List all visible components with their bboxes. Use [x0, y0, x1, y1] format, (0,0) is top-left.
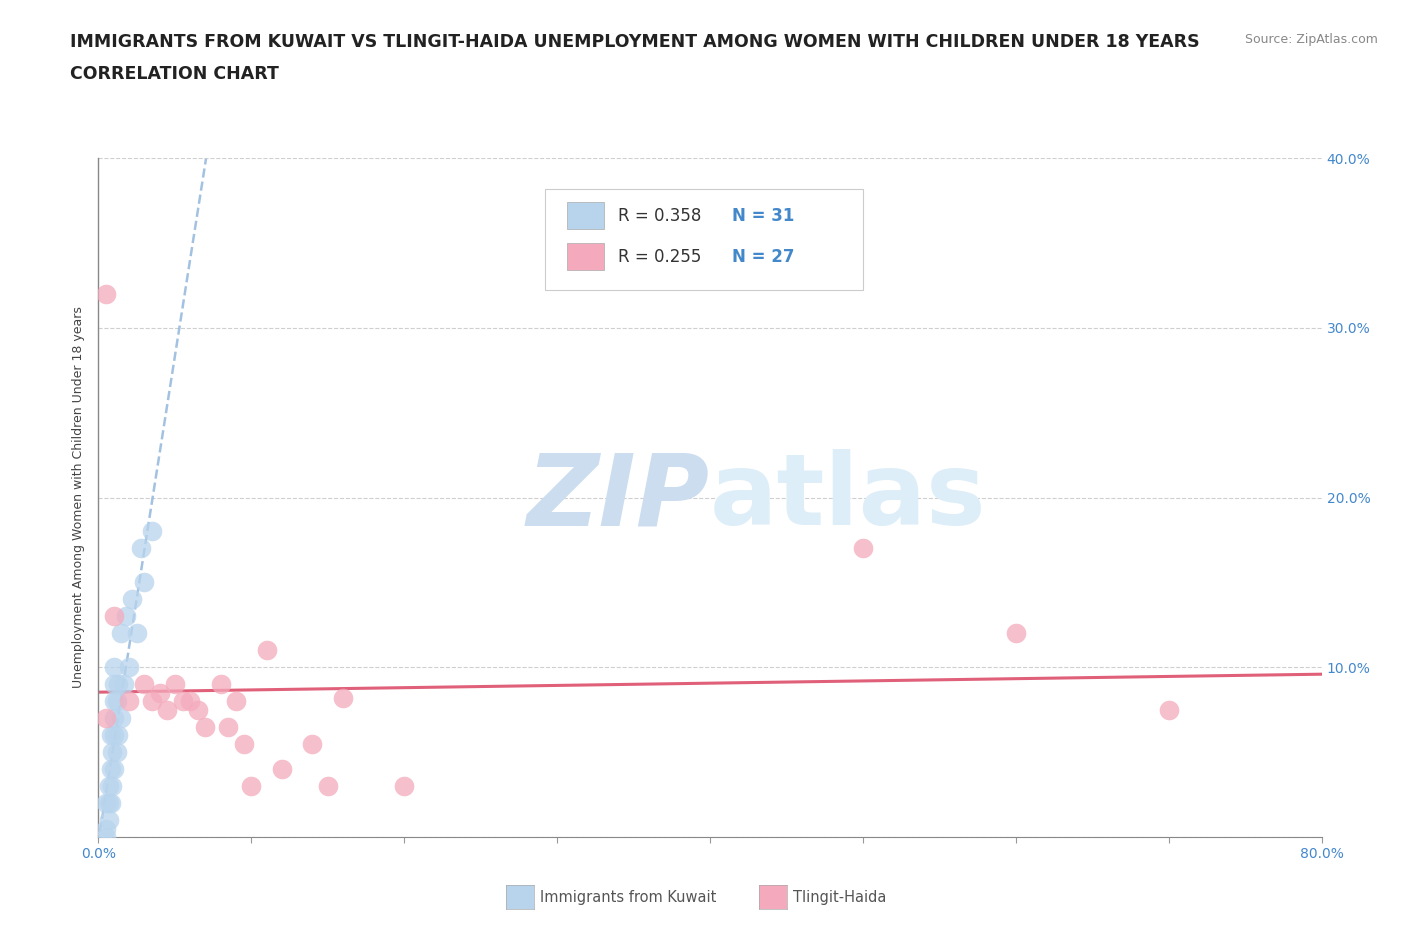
Point [256, 643, 278, 658]
Text: N = 27: N = 27 [733, 247, 794, 266]
Point [141, 525, 163, 539]
Point [103, 660, 125, 675]
Point [94, 796, 117, 811]
Point [187, 702, 209, 717]
Point [316, 778, 339, 793]
Point [103, 609, 125, 624]
Point [94, 286, 117, 301]
Point [98, 778, 121, 793]
FancyBboxPatch shape [567, 202, 603, 230]
Text: R = 0.358: R = 0.358 [619, 206, 702, 225]
Text: Tlingit-Haida: Tlingit-Haida [793, 890, 886, 905]
Point [172, 694, 194, 709]
Point [232, 737, 254, 751]
Point [270, 762, 292, 777]
Point [98, 813, 121, 828]
Point [141, 694, 163, 709]
Point [100, 762, 122, 777]
Text: IMMIGRANTS FROM KUWAIT VS TLINGIT-HAIDA UNEMPLOYMENT AMONG WOMEN WITH CHILDREN U: IMMIGRANTS FROM KUWAIT VS TLINGIT-HAIDA … [70, 33, 1199, 50]
Text: ZIP: ZIP [527, 449, 710, 546]
Point [107, 727, 129, 742]
Point [103, 711, 125, 725]
Point [103, 762, 125, 777]
Point [115, 609, 138, 624]
Point [105, 745, 128, 760]
Point [179, 694, 201, 709]
FancyBboxPatch shape [567, 243, 603, 270]
Point [101, 745, 124, 760]
Text: N = 31: N = 31 [733, 206, 794, 225]
Point [156, 702, 179, 717]
Point [118, 660, 141, 675]
Point [301, 737, 323, 751]
Point [134, 575, 156, 590]
Point [240, 778, 263, 793]
Text: CORRELATION CHART: CORRELATION CHART [70, 65, 280, 83]
Point [100, 796, 122, 811]
Point [103, 727, 125, 742]
Point [94, 830, 117, 844]
Point [98, 796, 121, 811]
Point [121, 592, 143, 607]
Point [129, 541, 152, 556]
Point [118, 694, 141, 709]
Point [1157, 702, 1180, 717]
Text: Source: ZipAtlas.com: Source: ZipAtlas.com [1244, 33, 1378, 46]
Point [332, 690, 354, 705]
Point [103, 694, 125, 709]
Point [217, 719, 239, 734]
Point [101, 778, 124, 793]
Point [149, 685, 172, 700]
Point [94, 821, 117, 836]
Point [225, 694, 247, 709]
FancyBboxPatch shape [546, 189, 863, 290]
Text: Immigrants from Kuwait: Immigrants from Kuwait [540, 890, 716, 905]
Point [392, 778, 416, 793]
Point [134, 677, 156, 692]
Text: atlas: atlas [710, 449, 987, 546]
Point [125, 626, 148, 641]
Point [852, 541, 875, 556]
Point [105, 694, 128, 709]
Point [110, 626, 132, 641]
Point [103, 677, 125, 692]
Text: R = 0.255: R = 0.255 [619, 247, 702, 266]
Point [1004, 626, 1026, 641]
Point [110, 711, 132, 725]
Point [194, 719, 217, 734]
Point [112, 677, 135, 692]
Point [100, 727, 122, 742]
Point [94, 711, 117, 725]
Point [163, 677, 186, 692]
Point [209, 677, 232, 692]
Point [107, 677, 129, 692]
Y-axis label: Unemployment Among Women with Children Under 18 years: Unemployment Among Women with Children U… [72, 307, 86, 688]
